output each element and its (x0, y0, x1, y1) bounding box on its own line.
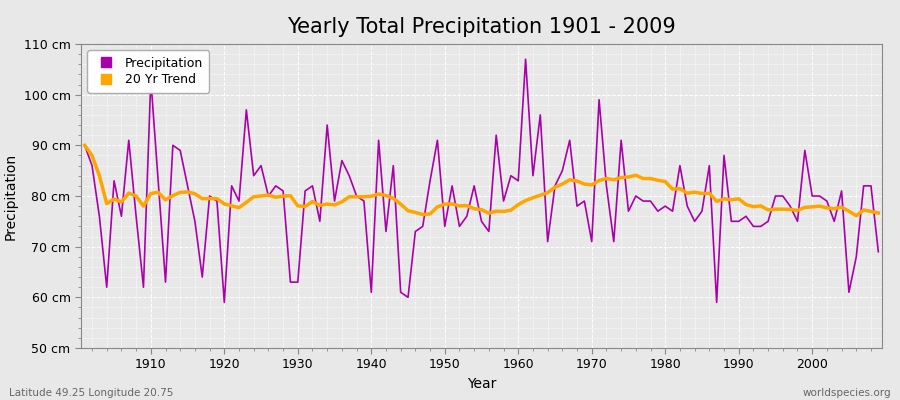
Text: worldspecies.org: worldspecies.org (803, 388, 891, 398)
Legend: Precipitation, 20 Yr Trend: Precipitation, 20 Yr Trend (87, 50, 209, 92)
Y-axis label: Precipitation: Precipitation (4, 152, 18, 240)
Text: Latitude 49.25 Longitude 20.75: Latitude 49.25 Longitude 20.75 (9, 388, 174, 398)
Title: Yearly Total Precipitation 1901 - 2009: Yearly Total Precipitation 1901 - 2009 (287, 17, 676, 37)
X-axis label: Year: Year (467, 377, 496, 391)
